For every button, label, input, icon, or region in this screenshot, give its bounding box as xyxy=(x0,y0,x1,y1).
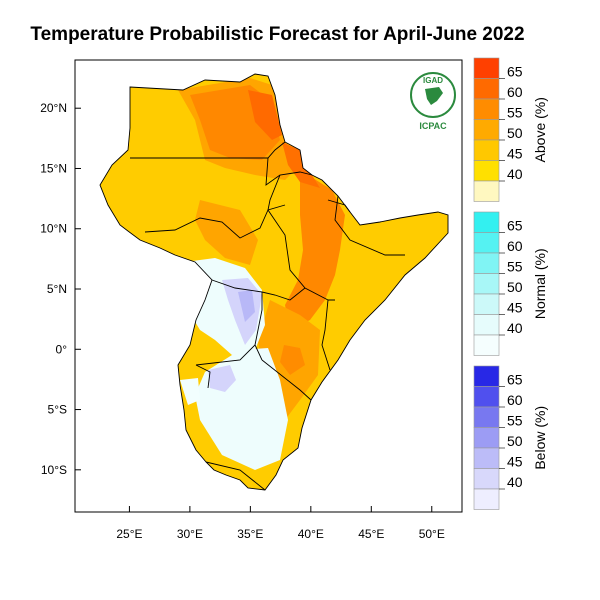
legend-level-label: 65 xyxy=(507,64,523,80)
legend-normal: 65 60 55 50 45 40 Normal (%) xyxy=(473,211,548,356)
logo-bottom-text: ICPAC xyxy=(419,121,447,131)
legend-swatch xyxy=(473,314,500,336)
legend-swatch xyxy=(473,57,500,79)
legend-below: 65 60 55 50 45 40 Below (%) xyxy=(473,365,548,510)
legend-swatch xyxy=(473,119,500,141)
legend-level-label: 55 xyxy=(507,413,523,429)
x-tick-label: 30°E xyxy=(177,527,203,541)
legend-title: Above (%) xyxy=(532,97,548,162)
legend-swatch xyxy=(473,160,500,182)
normal-patch-west xyxy=(180,378,200,405)
rwanda-burundi-border xyxy=(195,364,211,389)
above-50-patch-sudan-south xyxy=(195,200,258,265)
legend-swatch xyxy=(473,232,500,254)
legend-level-label: 65 xyxy=(507,372,523,388)
legend-level-label: 50 xyxy=(507,125,523,141)
igad-icpac-logo: IGAD ICPAC xyxy=(410,72,456,131)
legend-level-label: 45 xyxy=(507,300,523,316)
y-tick-label: 5°N xyxy=(47,282,67,296)
legend-swatch xyxy=(473,365,500,387)
below-40-patch-lake xyxy=(208,365,236,392)
south-sudan-uganda-border xyxy=(211,279,306,301)
x-tick-label: 45°E xyxy=(358,527,384,541)
y-axis: 20°N 15°N 10°N 5°N 0° 5°S 10°S xyxy=(40,101,81,477)
legend-swatch xyxy=(473,139,500,161)
legend-swatch xyxy=(473,78,500,100)
legend-level-label: 40 xyxy=(507,166,523,182)
x-axis: 25°E 30°E 35°E 40°E 45°E 50°E xyxy=(116,506,445,541)
y-tick-label: 20°N xyxy=(40,101,67,115)
legend-swatch xyxy=(473,180,500,202)
logo-map-glyph xyxy=(425,87,443,105)
tanzania-west-border xyxy=(195,344,256,366)
legend-swatch xyxy=(473,427,500,449)
djibouti-border xyxy=(327,199,351,213)
egypt-sudan-border xyxy=(130,141,286,159)
sudan-south-sudan-border xyxy=(144,204,286,239)
legend-above: 65 60 55 50 45 40 Above (%) xyxy=(473,57,548,202)
above-60-patch-eritrea xyxy=(282,142,320,188)
legend-swatch xyxy=(473,488,500,510)
legends: 65 60 55 50 45 40 Above (%) 65 60 55 50 45 40 Normal … xyxy=(473,57,548,510)
x-tick-label: 40°E xyxy=(298,527,324,541)
legend-swatch xyxy=(473,273,500,295)
legend-swatch xyxy=(473,98,500,120)
legend-level-label: 40 xyxy=(507,320,523,336)
legend-level-label: 55 xyxy=(507,259,523,275)
below-45-patch-uganda xyxy=(238,290,255,322)
legend-swatch xyxy=(473,293,500,315)
legend-level-label: 50 xyxy=(507,433,523,449)
y-tick-label: 5°S xyxy=(48,403,67,417)
legend-level-label: 60 xyxy=(507,392,523,408)
legend-swatch xyxy=(473,252,500,274)
country-borders xyxy=(99,73,449,491)
kenya-tanzania-border xyxy=(261,359,312,401)
legend-swatch xyxy=(473,334,500,356)
above-55-patch-ethiopia xyxy=(285,170,345,330)
coastline xyxy=(99,73,449,491)
legend-level-label: 55 xyxy=(507,105,523,121)
legend-level-label: 60 xyxy=(507,84,523,100)
legend-level-label: 50 xyxy=(507,279,523,295)
legend-level-label: 45 xyxy=(507,454,523,470)
legend-level-label: 65 xyxy=(507,218,523,234)
x-tick-label: 35°E xyxy=(237,527,263,541)
kenya-somalia-border xyxy=(321,299,335,371)
tanzania-south-border xyxy=(205,461,266,491)
y-tick-label: 10°N xyxy=(40,222,67,236)
x-tick-label: 50°E xyxy=(419,527,445,541)
legend-title: Normal (%) xyxy=(532,248,548,319)
above-60-patch-redsea xyxy=(248,90,282,140)
logo-top-text: IGAD xyxy=(423,76,443,85)
legend-swatch xyxy=(473,386,500,408)
x-tick-label: 25°E xyxy=(116,527,142,541)
legend-level-label: 45 xyxy=(507,146,523,162)
legend-swatch xyxy=(473,468,500,490)
legend-level-label: 60 xyxy=(507,238,523,254)
legend-swatch xyxy=(473,406,500,428)
legend-swatch xyxy=(473,447,500,469)
y-tick-label: 15°N xyxy=(40,161,67,175)
forecast-shading xyxy=(100,74,448,490)
ethiopia-somalia-border xyxy=(334,195,405,256)
chart-title: Temperature Probabilistic Forecast for A… xyxy=(30,24,525,45)
legend-swatch xyxy=(473,211,500,233)
above-60-patch-kenya-east xyxy=(280,345,305,375)
uganda-kenya-border xyxy=(254,292,263,361)
y-tick-label: 10°S xyxy=(41,463,67,477)
legend-title: Below (%) xyxy=(532,406,548,470)
y-tick-label: 0° xyxy=(56,342,68,356)
legend-level-label: 40 xyxy=(507,474,523,490)
